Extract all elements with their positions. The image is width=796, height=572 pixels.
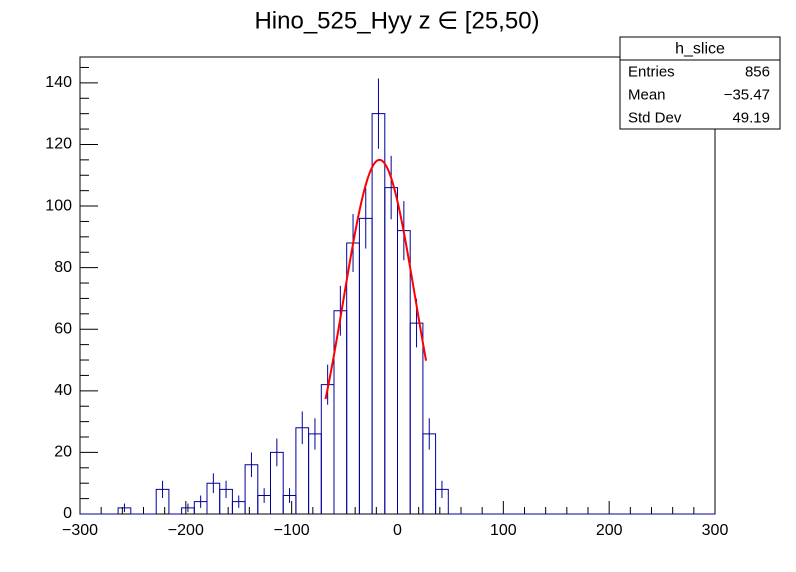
- y-tick-label: 140: [45, 74, 72, 91]
- x-tick-label: 100: [490, 522, 517, 539]
- x-tick-label: 0: [393, 522, 402, 539]
- stats-label: Std Dev: [628, 109, 682, 126]
- fit-curve: [324, 158, 428, 400]
- x-tick-label: −300: [62, 522, 98, 539]
- chart-title: Hino_525_Hyy z ∈ [25,50): [254, 7, 539, 34]
- x-tick-label: 300: [702, 522, 729, 539]
- stats-value: −35.47: [724, 86, 770, 103]
- x-tick-label: −200: [168, 522, 204, 539]
- stats-title: h_slice: [675, 41, 725, 58]
- x-tick-label: 200: [596, 522, 623, 539]
- y-tick-label: 20: [54, 444, 72, 461]
- stats-value: 49.19: [732, 109, 770, 126]
- stats-value: 856: [745, 63, 770, 80]
- y-tick-label: 120: [45, 136, 72, 153]
- y-tick-label: 80: [54, 259, 72, 276]
- y-tick-label: 40: [54, 382, 72, 399]
- y-tick-label: 100: [45, 197, 72, 214]
- y-tick-label: 0: [63, 505, 72, 522]
- x-tick-label: −100: [274, 522, 310, 539]
- stats-box: [619, 36, 781, 130]
- stats-label: Mean: [628, 86, 666, 103]
- y-tick-label: 60: [54, 320, 72, 337]
- stats-label: Entries: [628, 63, 675, 80]
